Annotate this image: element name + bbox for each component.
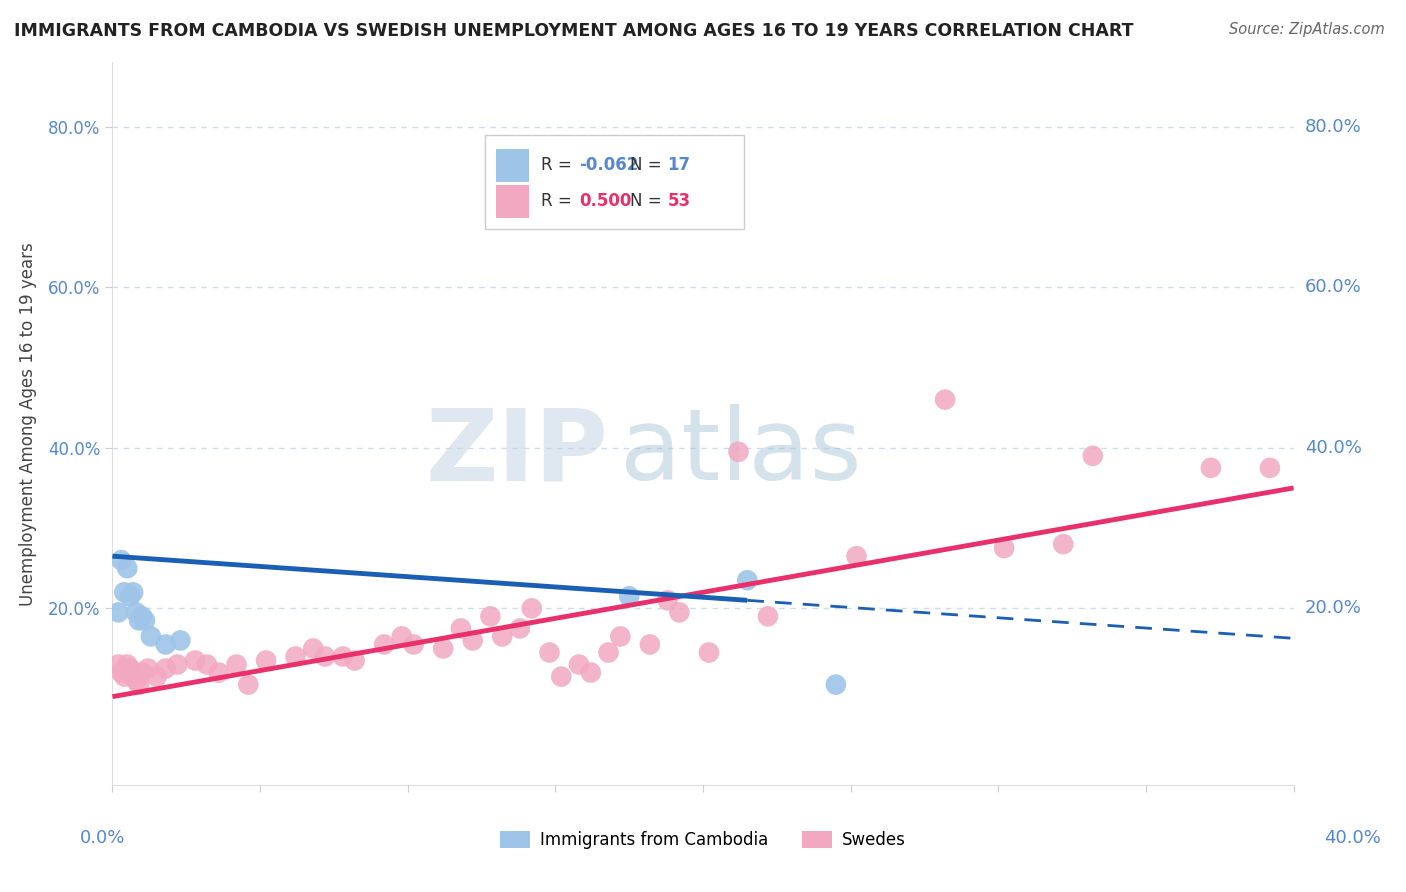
Point	[934, 392, 956, 407]
Point	[609, 630, 631, 644]
Point	[697, 646, 720, 660]
Text: 53: 53	[668, 192, 690, 211]
Point	[756, 609, 779, 624]
Point	[128, 614, 150, 628]
Point	[520, 601, 543, 615]
Point	[107, 657, 129, 672]
Point	[638, 637, 661, 651]
Point	[120, 589, 142, 603]
Point	[845, 549, 868, 564]
Point	[136, 662, 159, 676]
Point	[125, 673, 148, 688]
Text: ZIP: ZIP	[426, 404, 609, 501]
Point	[479, 609, 502, 624]
Point	[166, 657, 188, 672]
Point	[125, 605, 148, 619]
Point	[491, 630, 513, 644]
Point	[169, 633, 191, 648]
Point	[1199, 460, 1222, 475]
Point	[402, 637, 425, 651]
Point	[208, 665, 231, 680]
Point	[112, 585, 135, 599]
Point	[598, 646, 620, 660]
Point	[117, 657, 138, 672]
Point	[550, 669, 572, 683]
Point	[134, 614, 156, 628]
Point	[461, 633, 484, 648]
Point	[117, 561, 138, 575]
Point	[238, 678, 260, 692]
Point	[131, 665, 153, 680]
Point	[131, 609, 153, 624]
Point	[254, 653, 277, 667]
Point	[195, 657, 218, 672]
Bar	[485, 135, 744, 228]
Point	[619, 589, 641, 603]
Point	[110, 553, 132, 567]
Point	[1258, 460, 1281, 475]
Text: 40.0%: 40.0%	[1305, 439, 1361, 457]
Point	[128, 678, 150, 692]
Point	[538, 646, 561, 660]
Bar	[496, 149, 530, 182]
Legend: Immigrants from Cambodia, Swedes: Immigrants from Cambodia, Swedes	[494, 824, 912, 856]
Point	[302, 641, 325, 656]
Bar	[496, 186, 530, 218]
Point	[225, 657, 247, 672]
Point	[139, 630, 162, 644]
Text: R =: R =	[541, 192, 578, 211]
Point	[107, 605, 129, 619]
Y-axis label: Unemployment Among Ages 16 to 19 years: Unemployment Among Ages 16 to 19 years	[20, 242, 37, 606]
Text: atlas: atlas	[620, 404, 862, 501]
Point	[184, 653, 207, 667]
Point	[432, 641, 454, 656]
Point	[122, 585, 145, 599]
Point	[727, 444, 749, 458]
Text: 0.0%: 0.0%	[80, 829, 125, 847]
Point	[343, 653, 366, 667]
Text: 60.0%: 60.0%	[1305, 278, 1361, 296]
Point	[657, 593, 679, 607]
Point	[332, 649, 354, 664]
Point	[993, 541, 1015, 555]
Point	[122, 669, 145, 683]
Point	[314, 649, 336, 664]
Text: 0.500: 0.500	[579, 192, 631, 211]
Point	[509, 621, 531, 635]
Point	[579, 665, 602, 680]
Point	[737, 573, 759, 587]
Point	[110, 665, 132, 680]
Point	[668, 605, 690, 619]
Point	[529, 200, 551, 214]
Text: 80.0%: 80.0%	[1305, 118, 1361, 136]
Point	[450, 621, 472, 635]
Point	[120, 662, 142, 676]
Text: Source: ZipAtlas.com: Source: ZipAtlas.com	[1229, 22, 1385, 37]
Point	[1081, 449, 1104, 463]
Point	[284, 649, 307, 664]
Point	[155, 662, 177, 676]
Point	[155, 637, 177, 651]
Point	[568, 657, 591, 672]
Text: R =: R =	[541, 156, 578, 174]
Point	[112, 669, 135, 683]
Point	[146, 669, 169, 683]
Text: -0.062: -0.062	[579, 156, 638, 174]
Point	[1052, 537, 1074, 551]
Text: 17: 17	[668, 156, 690, 174]
Text: 40.0%: 40.0%	[1324, 829, 1381, 847]
Point	[824, 678, 846, 692]
Point	[373, 637, 395, 651]
Text: 20.0%: 20.0%	[1305, 599, 1361, 617]
Point	[391, 630, 413, 644]
Text: N =: N =	[630, 192, 666, 211]
Text: N =: N =	[630, 156, 666, 174]
Text: IMMIGRANTS FROM CAMBODIA VS SWEDISH UNEMPLOYMENT AMONG AGES 16 TO 19 YEARS CORRE: IMMIGRANTS FROM CAMBODIA VS SWEDISH UNEM…	[14, 22, 1133, 40]
